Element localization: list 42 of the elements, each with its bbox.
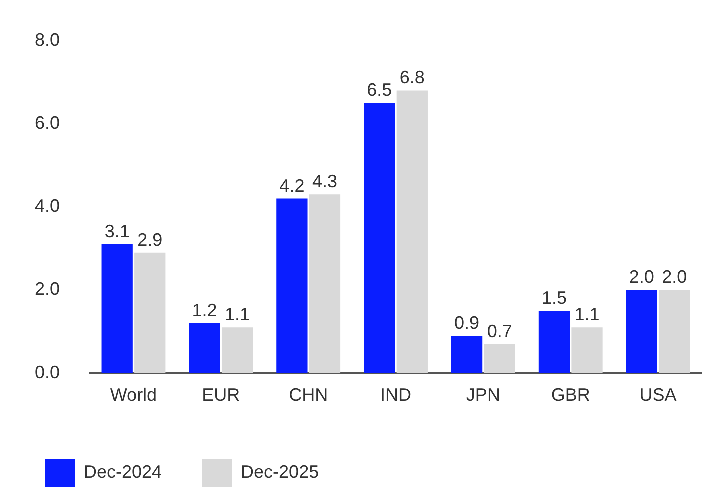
data-label: 2.0 <box>629 267 654 288</box>
data-label: 1.1 <box>225 304 250 325</box>
legend-label: Dec-2024 <box>84 462 162 482</box>
bar <box>659 290 690 374</box>
bar <box>102 244 133 374</box>
bar <box>364 103 396 374</box>
bar <box>484 344 516 374</box>
data-label: 6.8 <box>400 68 425 88</box>
data-label: 4.2 <box>280 176 305 196</box>
y-tick-label: 6.0 <box>34 112 60 133</box>
data-label: 4.3 <box>312 172 338 192</box>
y-tick-label: 4.0 <box>34 196 60 216</box>
x-tick-label: IND <box>380 385 412 406</box>
data-label: 0.7 <box>487 321 512 342</box>
bar <box>538 311 570 374</box>
x-tick-label: World <box>110 385 158 406</box>
legend-label: Dec-2025 <box>241 462 320 482</box>
data-label: 3.1 <box>104 221 130 242</box>
data-label: 1.1 <box>574 304 600 325</box>
bar <box>396 90 428 374</box>
data-label: 2.9 <box>138 230 163 250</box>
x-tick-label: JPN <box>466 385 500 406</box>
data-label: 1.5 <box>542 288 567 308</box>
bar <box>276 198 308 374</box>
data-label: 1.2 <box>192 300 218 320</box>
bar <box>134 252 166 374</box>
y-tick-label: 2.0 <box>34 279 60 300</box>
bar <box>309 194 341 374</box>
x-tick-label: GBR <box>551 385 590 406</box>
data-label: 6.5 <box>367 80 392 100</box>
y-tick-label: 8.0 <box>34 30 60 50</box>
bar <box>626 290 658 374</box>
x-tick-label: EUR <box>202 385 240 406</box>
y-tick-label: 0.0 <box>34 362 60 382</box>
bar <box>189 324 220 374</box>
x-tick-label: CHN <box>289 385 328 406</box>
bar <box>222 328 254 374</box>
data-label: 0.9 <box>454 312 480 333</box>
bar <box>451 336 483 374</box>
x-tick-label: USA <box>640 385 677 406</box>
data-label: 2.0 <box>662 267 688 288</box>
bar <box>572 328 603 374</box>
